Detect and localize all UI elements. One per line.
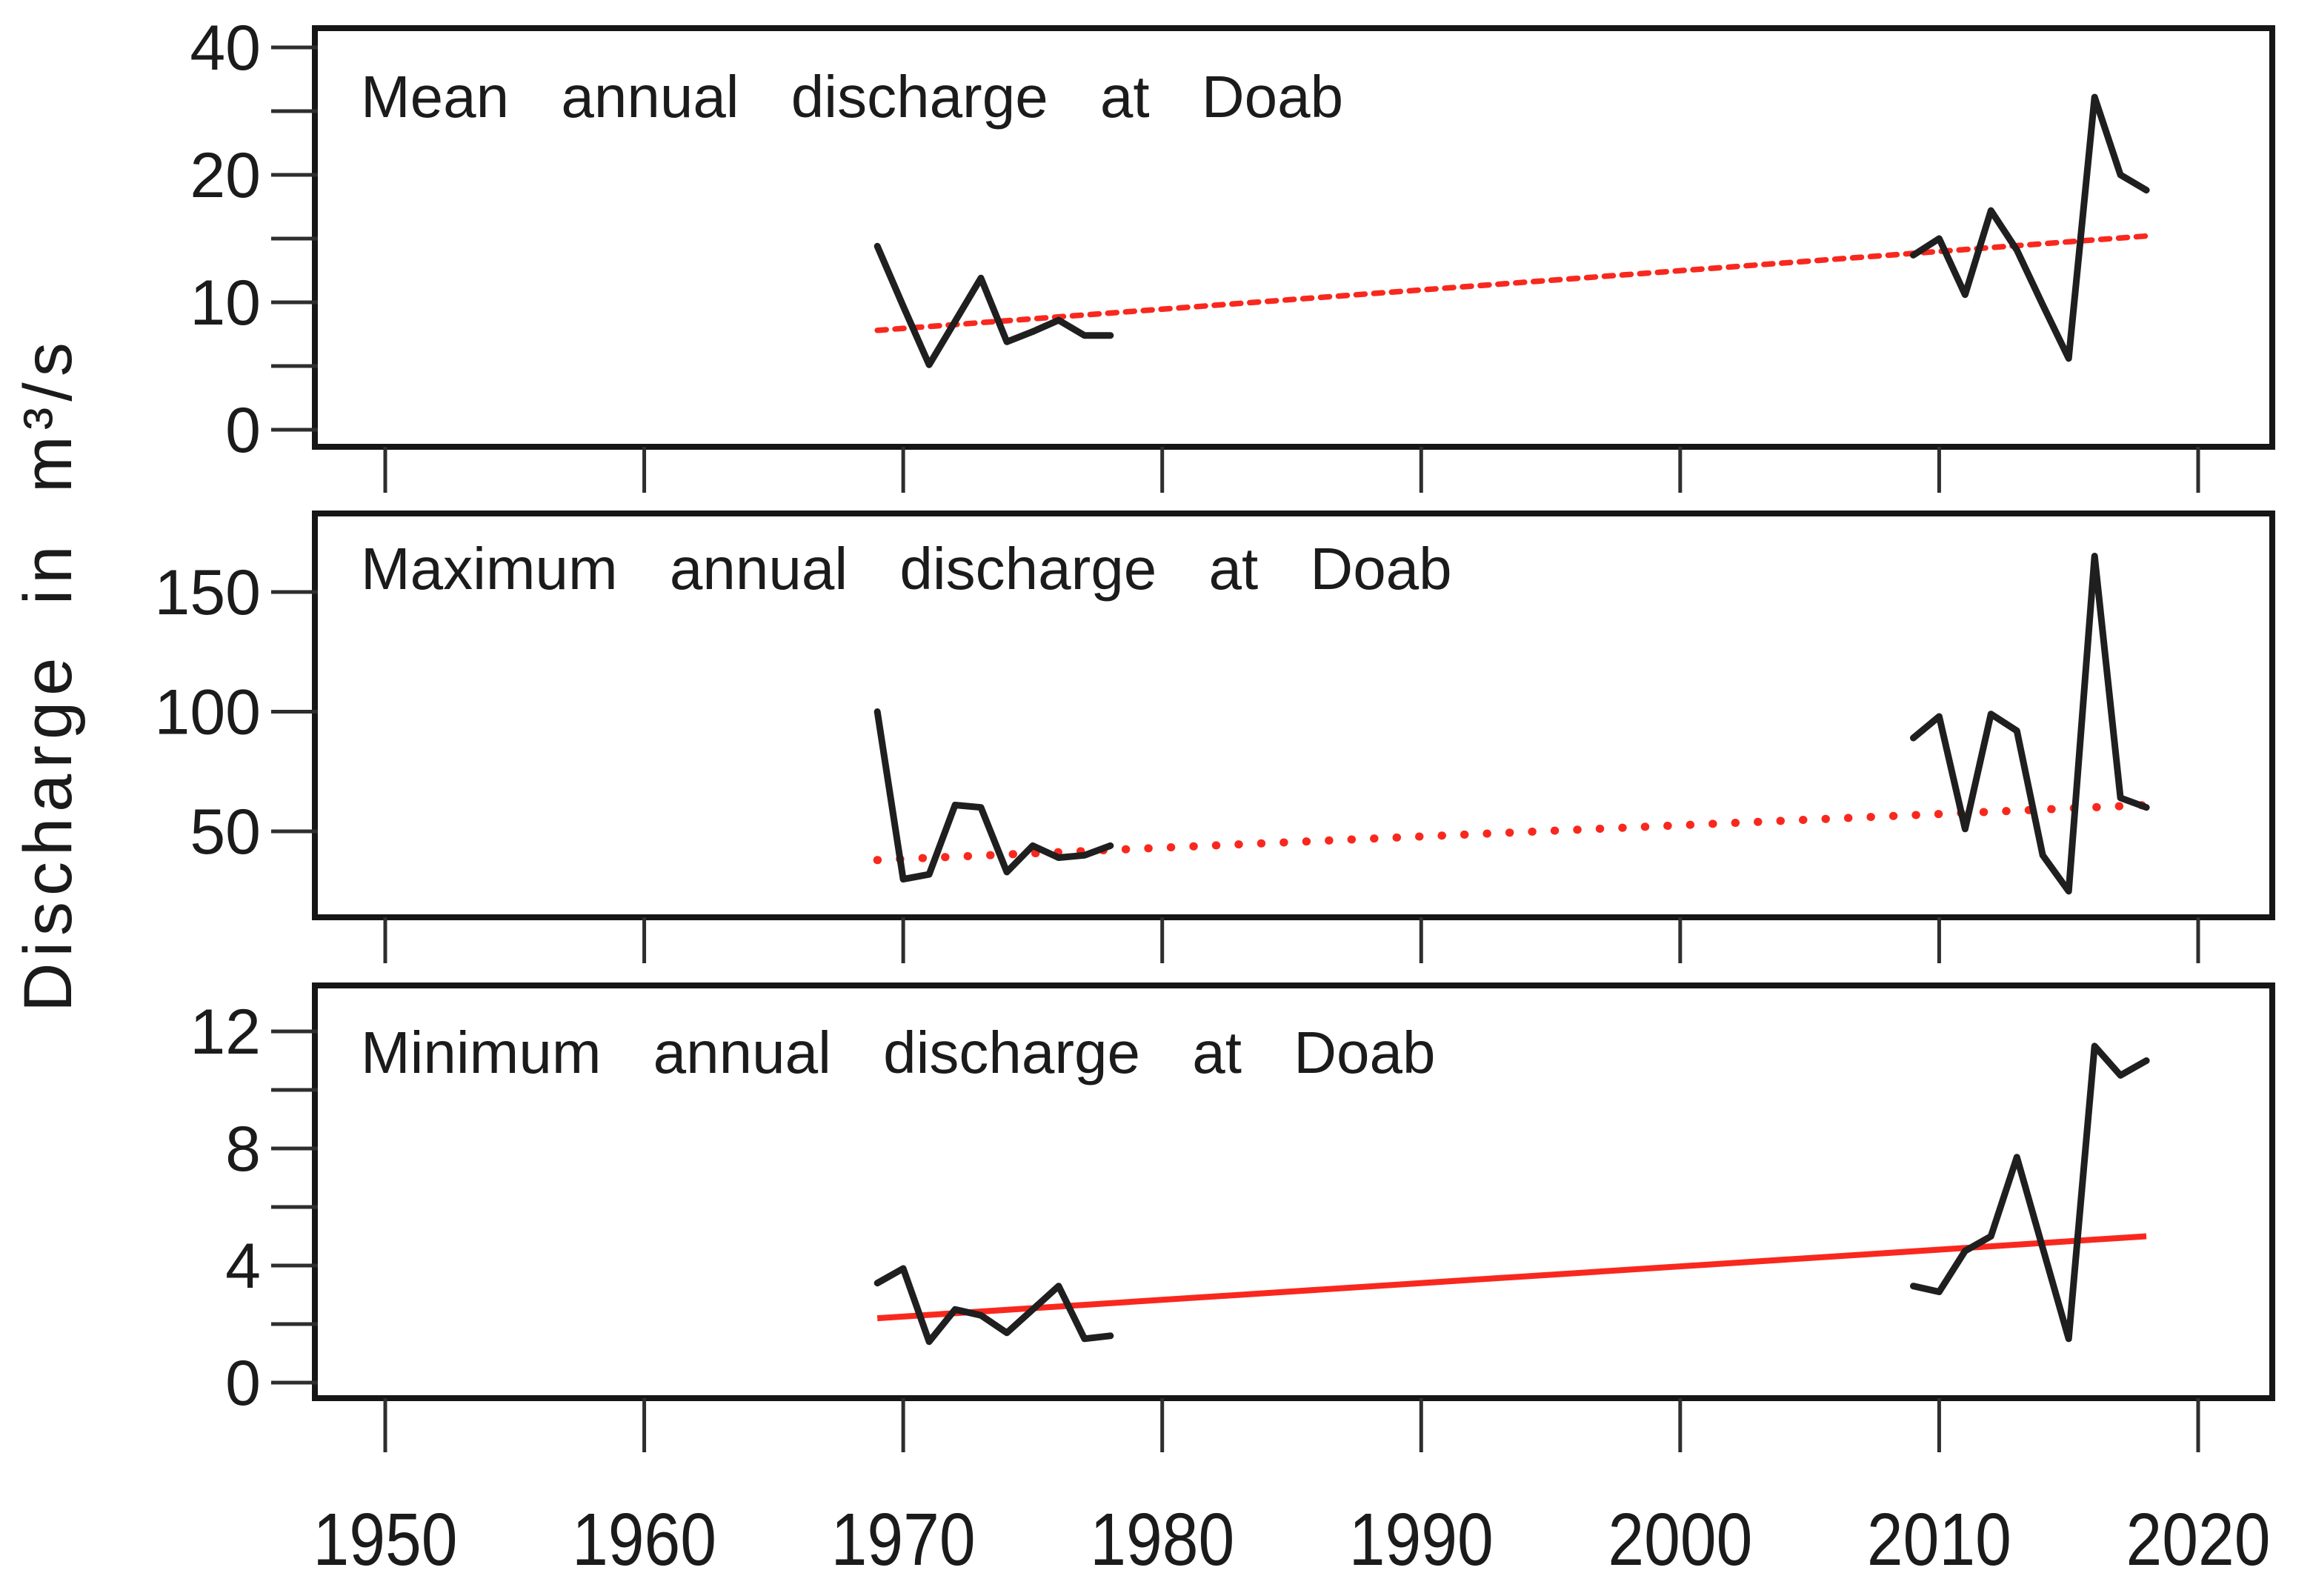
y-tick-label: 10 bbox=[190, 267, 261, 339]
y-tick-label: 100 bbox=[155, 677, 262, 748]
data-line-1969-1978 bbox=[873, 1265, 1114, 1346]
panel-mean-discharge: 40 20 10 0 Mean annual discharge at Doab bbox=[190, 13, 2275, 493]
y-tick-label: 20 bbox=[190, 140, 261, 211]
y-tick-label: 0 bbox=[225, 1348, 261, 1419]
y-tick-label: 4 bbox=[225, 1231, 261, 1302]
data-line-2009-2018 bbox=[1910, 553, 2150, 895]
trend-line bbox=[873, 800, 2151, 865]
panel-frame bbox=[312, 511, 2275, 920]
x-tick-label: 2020 bbox=[2126, 1498, 2270, 1581]
panel-frame bbox=[312, 982, 2275, 1401]
panel-title: Mean annual discharge at Doab bbox=[361, 64, 1343, 130]
y-tick-label: 8 bbox=[225, 1114, 261, 1185]
y-tick-label: 0 bbox=[225, 395, 261, 466]
x-axis-ticks bbox=[383, 447, 2200, 493]
y-axis-ticks: 40 20 10 0 bbox=[190, 13, 318, 466]
x-tick-label: 1950 bbox=[313, 1498, 458, 1581]
y-axis-ticks: 150 100 50 bbox=[155, 557, 318, 868]
data-line-1969-1978 bbox=[873, 242, 1114, 368]
x-tick-label: 2010 bbox=[1867, 1498, 2011, 1581]
x-tick-label: 2000 bbox=[1608, 1498, 1752, 1581]
x-axis-ticks bbox=[383, 917, 2200, 963]
panel-title: Minimum annual discharge at Doab bbox=[361, 1020, 1435, 1085]
x-tick-label: 1980 bbox=[1090, 1498, 1234, 1581]
x-tick-label: 1970 bbox=[831, 1498, 976, 1581]
trend-line bbox=[876, 1233, 2147, 1322]
x-tick-label: 1990 bbox=[1349, 1498, 1494, 1581]
panel-title: Maximum annual discharge at Doab bbox=[361, 536, 1452, 602]
x-axis-year-labels: 1950 1960 1970 1980 1990 2000 2010 2020 bbox=[313, 1498, 2271, 1581]
data-line-2009-2018 bbox=[1910, 93, 2150, 362]
y-tick-label: 12 bbox=[190, 997, 261, 1068]
data-line-2009-2018 bbox=[1910, 1043, 2150, 1343]
x-axis-ticks bbox=[383, 1398, 2200, 1452]
panel-maximum-discharge: 150 100 50 Maximum annual discharge at Doa… bbox=[155, 511, 2275, 963]
y-axis-ticks: 12 8 4 0 bbox=[190, 997, 318, 1419]
trend-line bbox=[874, 233, 2149, 333]
y-tick-label: 50 bbox=[190, 797, 261, 868]
data-line-1969-1978 bbox=[873, 708, 1114, 883]
panel-minimum-discharge: 12 8 4 0 Minimum annual discharge at Doab bbox=[190, 982, 2275, 1452]
y-tick-label: 150 bbox=[155, 557, 262, 628]
y-tick-label: 40 bbox=[190, 13, 261, 84]
y-axis-label: Discharge in m³/s bbox=[10, 336, 86, 1012]
x-tick-label: 1960 bbox=[572, 1498, 716, 1581]
